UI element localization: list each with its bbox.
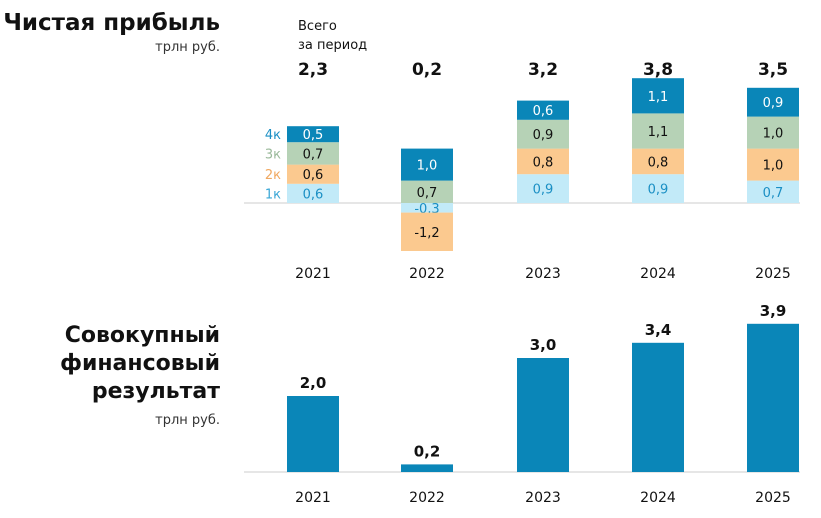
x-tick-label: 2021: [295, 490, 331, 506]
bar-segment-1к-2023: [517, 174, 569, 203]
x-tick-label: 2024: [640, 490, 676, 506]
segment-label: 0,9: [648, 183, 669, 198]
legend-3к: 3к: [265, 147, 281, 162]
bar-segment-2к-2021: [287, 164, 339, 184]
x-tick-label: 2022: [409, 266, 445, 282]
total-label-2022: 0,2: [412, 60, 442, 80]
bar-segment-3к-2023: [517, 119, 569, 149]
x-tick-label: 2023: [525, 266, 561, 282]
chart1-title: Чистая прибыль: [3, 10, 220, 36]
chart2-subtitle: трлн руб.: [155, 413, 220, 428]
bar-2021: [287, 396, 339, 472]
bar-segment-2к-2023: [517, 148, 569, 175]
bar-segment-4к-2023: [517, 100, 569, 120]
segment-label: 1,0: [763, 127, 784, 142]
chart2-title-2: финансовый: [60, 351, 220, 376]
legend-1к: 1к: [265, 187, 281, 202]
segment-label: 0,7: [763, 186, 784, 201]
bar-segment-4к-2024: [632, 78, 684, 114]
segment-label: 0,6: [533, 104, 554, 119]
total-label-2023: 3,2: [528, 60, 558, 80]
legend-4к: 4к: [265, 128, 281, 143]
data-label: 3,0: [530, 336, 557, 354]
segment-label: 1,0: [417, 159, 438, 174]
chart2-title-1: Совокупный: [65, 323, 220, 348]
segment-label: 0,5: [303, 128, 324, 143]
x-tick-label: 2025: [755, 266, 791, 282]
segment-label: 0,7: [303, 147, 324, 162]
segment-label: -1,2: [414, 226, 439, 241]
bar-segment-1к-2024: [632, 174, 684, 203]
segment-label: 0,6: [303, 187, 324, 202]
bar-2025: [747, 323, 799, 472]
bar-segment-4к-2021: [287, 126, 339, 143]
bar-segment-1к-2025: [747, 180, 799, 203]
bar-segment-3к-2022: [401, 180, 453, 203]
bar-segment-3к-2024: [632, 113, 684, 149]
x-tick-label: 2022: [409, 490, 445, 506]
totals-label-1: Всего: [298, 19, 337, 34]
segment-label: 0,8: [648, 155, 669, 170]
total-label-2024: 3,8: [643, 60, 673, 80]
bar-segment-3к-2025: [747, 116, 799, 149]
segment-label: 0,9: [533, 183, 554, 198]
segment-label: 0,9: [763, 96, 784, 111]
data-label: 0,2: [414, 442, 441, 460]
x-tick-label: 2021: [295, 266, 331, 282]
segment-label: 1,0: [763, 159, 784, 174]
bar-segment-1к-2022: [401, 203, 453, 213]
segment-label: 1,1: [648, 125, 669, 140]
segment-label: 0,6: [303, 168, 324, 183]
totals-label-2: за период: [298, 38, 367, 53]
x-tick-label: 2023: [525, 490, 561, 506]
segment-label: 0,7: [417, 186, 438, 201]
data-label: 2,0: [300, 374, 327, 392]
total-label-2025: 3,5: [758, 60, 788, 80]
bar-segment-2к-2024: [632, 148, 684, 175]
bar-segment-3к-2021: [287, 142, 339, 165]
chart1-subtitle: трлн руб.: [155, 40, 220, 55]
legend-2к: 2к: [265, 168, 281, 183]
data-label: 3,4: [645, 321, 672, 339]
bar-segment-2к-2022: [401, 212, 453, 251]
bar-segment-4к-2022: [401, 148, 453, 181]
data-label: 3,9: [760, 302, 787, 320]
segment-label: 0,8: [533, 155, 554, 170]
bar-segment-4к-2025: [747, 87, 799, 117]
bar-segment-1к-2021: [287, 183, 339, 203]
bar-segment-2к-2025: [747, 148, 799, 181]
bar-2024: [632, 342, 684, 472]
total-label-2021: 2,3: [298, 60, 328, 80]
bar-2022: [401, 464, 453, 472]
chart2-title-3: результат: [92, 379, 220, 404]
bar-2023: [517, 358, 569, 472]
x-tick-label: 2024: [640, 266, 676, 282]
x-tick-label: 2025: [755, 490, 791, 506]
segment-label: 0,9: [533, 128, 554, 143]
segment-label: 1,1: [648, 90, 669, 105]
